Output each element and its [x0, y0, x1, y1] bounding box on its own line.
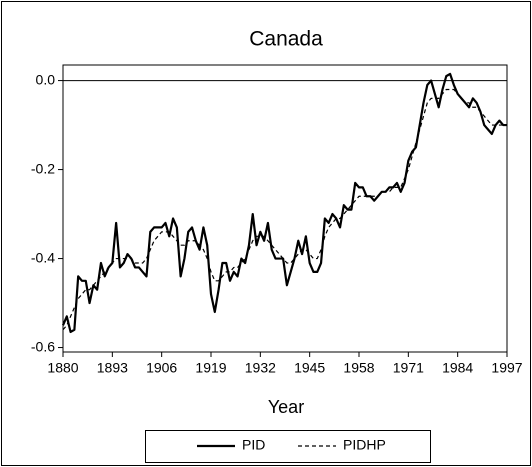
x-tick-label: 1958 — [343, 360, 374, 376]
chart-title: Canada — [249, 28, 323, 51]
x-tick-label: 1997 — [491, 360, 522, 376]
x-tick-label: 1880 — [47, 360, 78, 376]
x-tick-label: 1971 — [393, 360, 424, 376]
line-series — [61, 72, 507, 334]
x-axis-label: Year — [268, 397, 304, 417]
legend-box — [145, 430, 431, 463]
x-tick-label: 1906 — [146, 360, 177, 376]
legend-label: PIDHP — [343, 437, 386, 453]
x-tick-label: 1893 — [97, 360, 128, 376]
x-tick-label: 1945 — [294, 360, 325, 376]
line-series — [62, 88, 507, 331]
plot-area — [62, 64, 508, 353]
x-tick-label: 1984 — [442, 360, 473, 376]
x-tick-label: 1919 — [195, 360, 226, 376]
y-tick-label: -0.4 — [31, 249, 55, 265]
x-tick-label: 1932 — [245, 360, 276, 376]
legend-label: PID — [242, 437, 265, 453]
y-tick-label: -0.2 — [31, 160, 55, 176]
y-tick-label: -0.6 — [31, 338, 55, 354]
y-tick-label: 0.0 — [36, 71, 56, 87]
